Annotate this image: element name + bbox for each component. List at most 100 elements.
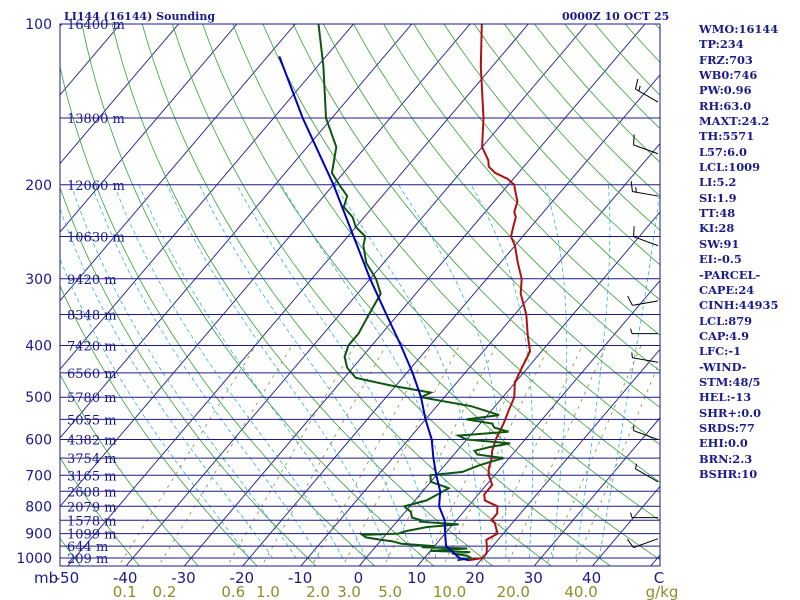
height-label: 1578 m [67,514,117,529]
index-value: TH:5571 [699,129,755,144]
index-value: WB0:746 [699,68,758,83]
temperature-tick-label: 10 [407,569,426,587]
moist-adiabat-line [398,184,507,558]
index-value: LFC:-1 [699,344,742,359]
wind-barb [634,463,659,483]
chart-timestamp: 0000Z 10 OCT 25 [562,10,669,23]
index-value: SRDS:77 [699,420,755,435]
mixing-ratio-tick-label: 5.0 [378,583,402,600]
mixing-ratio-tick-label: 1.0 [256,583,280,600]
moist-adiabat-line [113,184,344,559]
mixing-ratio-tick-label: 0.1 [113,583,137,600]
dry-adiabat-line [141,24,553,566]
temperature-tick-label: -10 [288,569,313,587]
wind-barb [627,295,659,306]
isotherm-line [67,24,529,566]
height-label: 13800 m [67,112,125,127]
mixing-ratio-tick-label: 2.0 [306,583,330,600]
index-value: CAPE:24 [699,282,755,297]
temperature-tick-label: 30 [524,569,543,587]
height-label: 4382 m [67,434,117,449]
height-label: 3754 m [67,452,117,467]
index-value: -PARCEL- [699,267,761,282]
pressure-tick-label: 100 [25,17,52,33]
dry-adiabat-line [81,24,435,566]
moist-adiabat-line [138,184,367,559]
mixing-ratio-tick-label: 10.0 [433,583,466,600]
temperature-tick-label: -30 [171,569,196,587]
isotherm-line [242,74,660,566]
height-label: 3165 m [67,469,117,484]
mixing-ratio-tick-label: 20.0 [497,583,530,600]
temperature-tick-label: 0 [354,569,364,587]
sounding-curves [278,24,532,562]
dry-adiabat-line [443,24,660,266]
wind-barb [630,181,659,197]
index-value: RH:63.0 [699,98,752,113]
dry-adiabat-line [111,24,494,566]
height-label: 8348 m [67,309,117,324]
mixing-ratio-tick-label: 0.6 [221,583,245,600]
height-label: 7420 m [67,340,117,355]
chart-title: LI144 (16144) Sounding [64,10,215,23]
dry-adiabat-line [413,24,660,301]
isotherm-line [183,24,646,566]
isotherm-line [533,417,660,566]
isotherm-line [125,24,588,566]
index-value: PW:0.96 [699,83,752,98]
pressure-tick-label: 200 [25,178,52,194]
isotherm-line [60,24,354,370]
wind-barb [633,134,659,155]
wind-barb [626,538,659,549]
index-value: CAP:4.9 [699,328,750,343]
isobar-lines: 100 200 300 400 500 600 700 800 900 1000 16400 m 13… [16,17,660,567]
mixing-ratio-tick-label: 0.2 [153,583,177,600]
dry-adiabat-line [172,24,612,566]
moist-adiabat-line [544,184,568,559]
mixing-ratio-line [442,345,550,566]
pressure-tick-label: 300 [25,272,52,288]
wind-barb [634,78,659,103]
index-value: TP:234 [699,37,744,52]
height-label: 644 m [67,540,108,555]
moist-adiabat-line [198,184,413,559]
dry-adiabat-line [60,373,199,566]
index-value: KI:28 [699,221,735,236]
index-value: FRZ:703 [699,52,753,67]
parcel-trace [278,56,470,562]
wind-barb [631,352,659,363]
height-label: 1099 m [67,528,117,543]
dry-adiabat-line [60,284,258,566]
dry-adiabat-line [232,24,660,522]
isotherm-line [60,24,179,165]
pressure-tick-label: 400 [25,339,52,355]
temperature-tick-label: 20 [465,569,484,587]
pressure-unit-label: mb [34,569,58,587]
dry-adiabat-line [383,24,660,336]
index-value: CINH:44935 [699,298,779,313]
index-value: MAXT:24.2 [699,114,770,129]
index-value: LCL:879 [699,313,753,328]
isotherm-line [60,24,471,508]
height-label: 2079 m [67,500,117,515]
height-label: 5055 m [67,413,117,428]
height-label: 5780 m [67,391,117,406]
mixing-ratio-line [574,359,660,566]
mixing-ratio-line [226,345,355,566]
axis-labels: mb-50 -40 -30 -20 -10 0 10 20 30 40 C 0.1 0.2 0.6 1.0 2… [34,569,678,600]
isotherm-line [475,348,660,566]
indices-panel: WMO:16144 TP:234 FRZ:703 WB0:746 PW:0.96 RH:6… [699,22,799,482]
pressure-tick-label: 500 [25,390,52,406]
height-label: 10630 m [67,230,125,245]
isotherm-line [0,24,4,569]
mixing-ratio-line [342,345,460,566]
mixing-ratio-unit-label: g/kg [646,583,679,600]
index-value: TT:48 [699,206,736,221]
index-value: SW:91 [699,236,740,251]
index-value: SI:1.9 [699,190,737,205]
temperature-trace [468,24,532,562]
index-value: HEL:-13 [699,390,752,405]
moist-adiabat-line [470,184,534,559]
dry-adiabat-line [322,24,660,408]
